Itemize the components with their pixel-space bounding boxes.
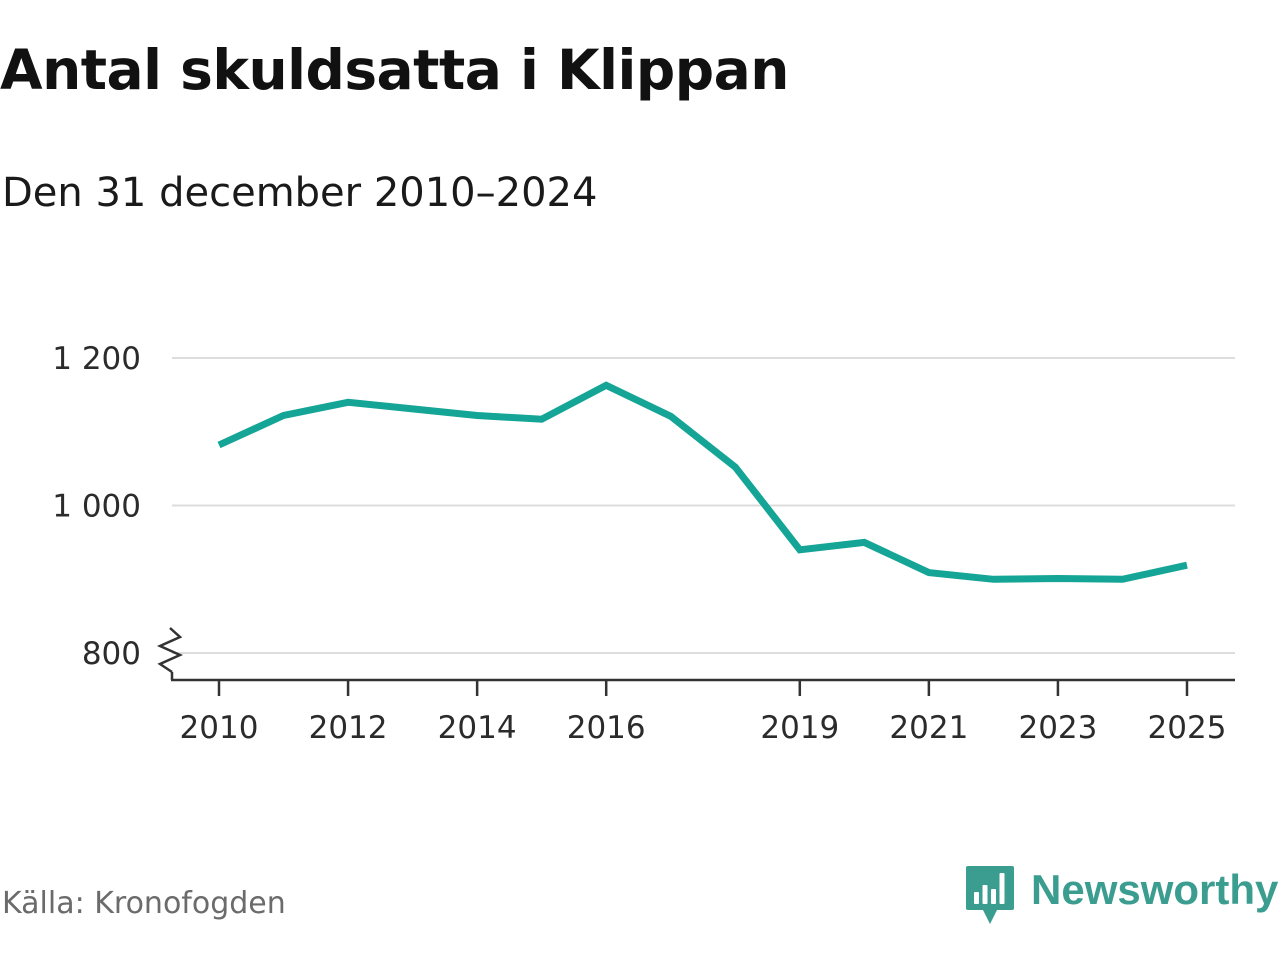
source-note: Källa: Kronofogden [2, 886, 286, 921]
y-tick-label-1200: 1 200 [52, 341, 141, 377]
x-tick-label-2023: 2023 [1018, 710, 1097, 746]
y-tick-label-800: 800 [82, 636, 141, 672]
brand-name: Newsworthy [1031, 866, 1279, 913]
x-tick-label-2021: 2021 [889, 710, 968, 746]
gridlines [172, 357, 1235, 654]
chart-title: Antal skuldsatta i Klippan [0, 38, 789, 102]
x-tick-label-2014: 2014 [438, 710, 517, 746]
y-axis-labels: 800 1 000 1 200 [52, 341, 141, 672]
x-tick-label-2019: 2019 [760, 710, 839, 746]
newsworthy-logo-icon [966, 866, 1014, 924]
axis-break-icon [156, 627, 184, 674]
x-tick-label-2012: 2012 [309, 710, 388, 746]
chart-subtitle: Den 31 december 2010–2024 [2, 170, 598, 216]
x-tick-label-2025: 2025 [1148, 710, 1227, 746]
x-tick-label-2016: 2016 [567, 710, 646, 746]
x-axis [156, 627, 1235, 696]
x-axis-labels: 2010 2012 2014 2016 2019 2021 2023 2025 [180, 710, 1227, 746]
brand-logo: Newsworthy [965, 864, 1278, 926]
x-tick-label-2010: 2010 [180, 710, 259, 746]
series [217, 381, 1188, 583]
series-line-0 [217, 381, 1188, 583]
y-tick-label-1000: 1 000 [52, 489, 141, 525]
